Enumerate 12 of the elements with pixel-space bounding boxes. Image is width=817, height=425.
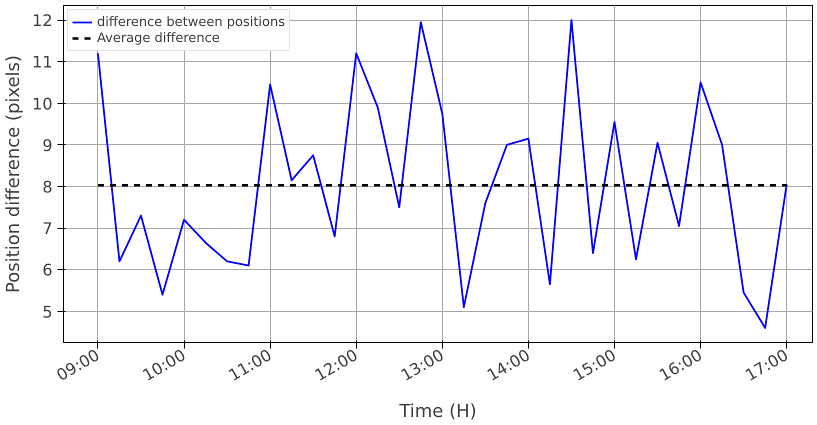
y-tick-label: 8 — [42, 177, 53, 196]
y-tick-label: 6 — [42, 260, 53, 280]
legend-label: difference between positions — [97, 14, 286, 30]
y-tick-label: 7 — [42, 219, 53, 238]
y-tick-label: 12 — [32, 11, 52, 30]
y-tick-label: 5 — [42, 302, 53, 322]
y-tick-label: 10 — [32, 94, 52, 114]
y-tick-label: 9 — [42, 136, 53, 155]
y-tick-label: 11 — [32, 52, 52, 72]
x-axis-title: Time (H) — [398, 401, 477, 422]
y-axis-title: Position difference (pixels) — [3, 55, 24, 293]
legend-label: Average difference — [97, 30, 220, 46]
